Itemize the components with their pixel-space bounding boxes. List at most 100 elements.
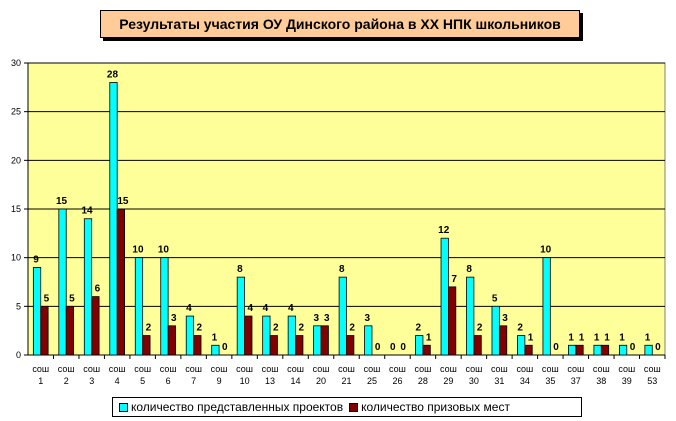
data-label: 3 [171,313,177,324]
data-label: 0 [375,342,381,353]
x-tick-label: 28 [418,376,428,386]
data-label: 5 [492,293,498,304]
y-tick-label: 15 [11,204,21,214]
x-tick-label: 37 [571,376,581,386]
data-label: 0 [630,342,636,353]
bar-projects [287,315,296,356]
bar-prizes [422,344,431,356]
data-label: 8 [466,264,472,275]
x-tick-label-prefix: сош [465,364,482,374]
x-tick-label: 2 [64,376,69,386]
bar-prizes [575,344,584,356]
x-tick-label-prefix: сош [134,364,151,374]
x-tick-label-prefix: сош [262,364,279,374]
bar-projects [58,208,67,356]
x-tick-label-prefix: сош [491,364,508,374]
x-tick-label-prefix: сош [415,364,432,374]
bar-prizes [320,325,329,356]
data-label: 3 [364,313,370,324]
legend-label-projects: количество представленных проектов [131,400,344,414]
bar-prizes [600,344,610,356]
bar-prizes [193,335,202,356]
x-tick-label-prefix: сош [32,364,49,374]
bar-projects [160,257,169,356]
data-label: 0 [390,342,396,353]
data-label: 2 [298,323,304,334]
data-label: 2 [273,323,279,334]
bar-projects [618,344,628,356]
data-label: 10 [132,245,144,256]
x-tick-label-prefix: сош [644,364,661,374]
data-label: 1 [645,332,651,343]
bar-projects [491,305,500,356]
bar-projects [466,276,475,356]
bar-prizes [448,286,457,356]
x-tick-label-prefix: сош [364,364,381,374]
data-label: 2 [477,323,483,334]
data-label: 5 [44,293,50,304]
x-tick-label: 34 [520,376,530,386]
bar-projects [83,218,93,356]
data-label: 2 [517,323,523,334]
data-label: 7 [451,274,457,285]
data-label: 12 [438,225,450,236]
bar-projects [338,276,347,356]
bar-prizes [295,335,304,356]
x-tick-label: 13 [265,376,275,386]
data-label: 4 [288,303,294,314]
data-label: 4 [263,303,269,314]
x-tick-label: 39 [622,376,632,386]
bar-prizes [524,344,533,356]
x-tick-label: 38 [596,376,606,386]
x-tick-label: 6 [166,376,171,386]
bar-projects [109,82,118,356]
x-tick-label-prefix: сош [338,364,355,374]
y-tick-label: 0 [16,350,21,360]
x-tick-label: 14 [291,376,301,386]
bar-projects [517,335,526,356]
bar-prizes [91,296,100,356]
x-tick-label: 9 [217,376,222,386]
data-label: 6 [95,284,101,295]
x-tick-label: 5 [140,376,145,386]
bar-prizes [498,325,508,356]
x-tick-label: 26 [392,376,402,386]
data-label: 2 [146,323,152,334]
y-tick-label: 5 [16,301,21,311]
x-tick-label-prefix: сош [109,364,126,374]
data-label: 1 [594,332,600,343]
x-tick-label-prefix: сош [567,364,584,374]
x-tick-label: 25 [367,376,377,386]
x-tick-label-prefix: сош [83,364,100,374]
x-tick-label: 31 [494,376,504,386]
x-tick-label: 7 [191,376,196,386]
bar-projects [542,257,551,356]
bar-projects [211,344,220,356]
bar-prizes [40,305,49,356]
bar-projects [185,315,195,356]
bar-projects [364,325,373,356]
data-label: 10 [540,245,552,256]
bar-projects [568,344,577,356]
legend-swatch-prizes [349,402,359,412]
x-tick-label-prefix: сош [211,364,228,374]
x-tick-label-prefix: сош [440,364,457,374]
bar-prizes [473,335,482,356]
bar-prizes [116,208,125,356]
data-label: 8 [237,264,243,275]
y-tick-label: 10 [11,253,21,263]
x-tick-label: 1 [38,376,43,386]
y-tick-label: 25 [11,107,21,117]
data-label: 10 [158,245,170,256]
data-label: 1 [604,332,610,343]
bar-projects [313,325,322,356]
data-label: 1 [528,332,534,343]
legend-item-projects: количество представленных проектов [119,400,343,414]
data-label: 4 [186,303,192,314]
data-label: 5 [69,293,75,304]
x-tick-label-prefix: сош [313,364,330,374]
data-label: 0 [553,342,559,353]
data-label: 28 [107,69,119,80]
x-tick-label: 4 [115,376,120,386]
